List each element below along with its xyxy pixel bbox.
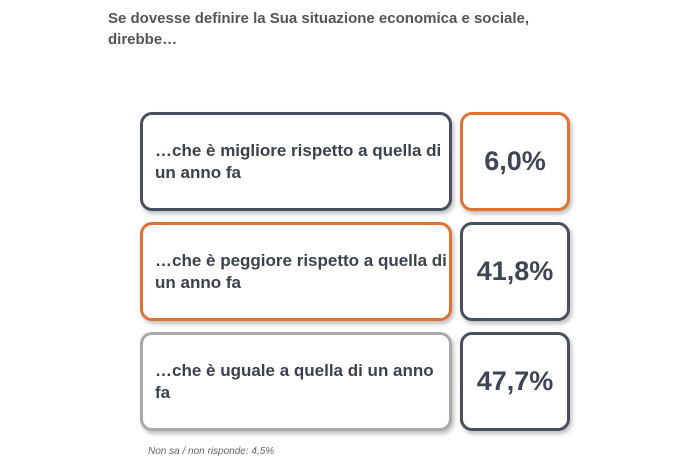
item-value: 41,8% bbox=[460, 222, 570, 321]
item-label: …che è peggiore rispetto a quella di un … bbox=[140, 222, 452, 321]
item-label: …che è migliore rispetto a quella di un … bbox=[140, 112, 452, 211]
footnote: Non sa / non risponde: 4,5% bbox=[148, 446, 275, 457]
item: …che è peggiore rispetto a quella di un … bbox=[140, 222, 570, 321]
item: …che è migliore rispetto a quella di un … bbox=[140, 112, 570, 211]
title: Se dovesse definire la Sua situazione ec… bbox=[108, 10, 530, 48]
item: …che è uguale a quella di un anno fa 47,… bbox=[140, 332, 570, 431]
item-value: 47,7% bbox=[460, 332, 570, 431]
item-label: …che è uguale a quella di un anno fa bbox=[140, 332, 452, 431]
item-value: 6,0% bbox=[460, 112, 570, 211]
